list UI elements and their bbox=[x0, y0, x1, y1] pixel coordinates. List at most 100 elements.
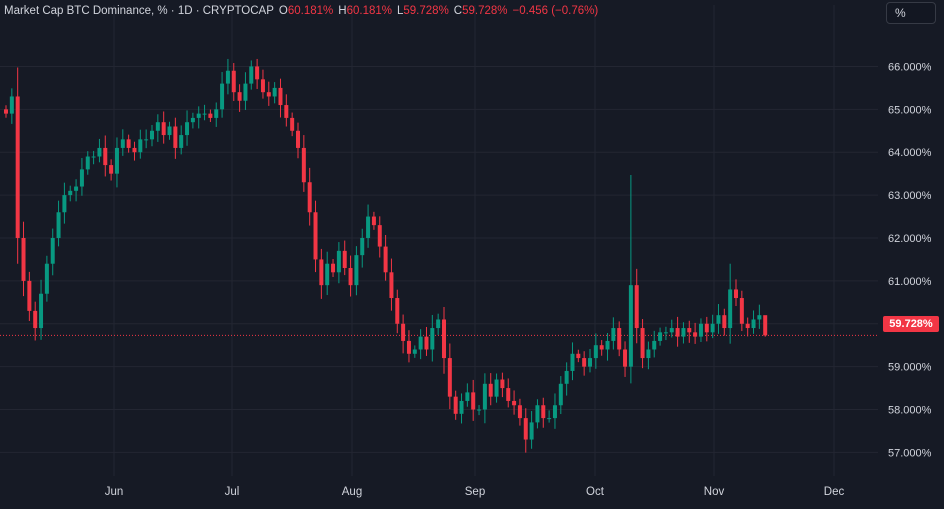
candle bbox=[710, 314, 715, 339]
candle bbox=[471, 379, 476, 421]
candle bbox=[693, 322, 698, 344]
candle-body bbox=[155, 122, 160, 131]
candle-body bbox=[97, 147, 102, 157]
candle bbox=[722, 308, 727, 336]
candle-body bbox=[185, 122, 190, 136]
candle-body bbox=[190, 117, 195, 123]
legend-title: Market Cap BTC Dominance, % · 1D · CRYPT… bbox=[4, 5, 274, 17]
candle-body bbox=[62, 195, 67, 213]
candle-body bbox=[675, 328, 680, 337]
candle bbox=[652, 330, 657, 358]
candle-body bbox=[331, 263, 336, 273]
candle bbox=[138, 129, 143, 159]
candle-body bbox=[541, 405, 546, 419]
candle-body bbox=[453, 396, 458, 414]
candle bbox=[56, 200, 61, 247]
candle-body bbox=[255, 66, 260, 80]
candle bbox=[354, 246, 359, 296]
y-tick-label: 64.000% bbox=[888, 147, 932, 159]
candle bbox=[155, 114, 160, 142]
candle bbox=[424, 326, 429, 356]
candle-body bbox=[477, 409, 482, 411]
candle bbox=[459, 393, 464, 424]
candle-body bbox=[377, 225, 382, 247]
candle-body bbox=[681, 328, 686, 337]
candle-body bbox=[406, 340, 411, 354]
candle-body bbox=[325, 263, 330, 286]
candle-body bbox=[389, 272, 394, 299]
candle-body bbox=[488, 383, 493, 397]
percent-scale-button[interactable]: % bbox=[886, 2, 936, 24]
candle bbox=[249, 60, 254, 90]
candle-body bbox=[710, 323, 715, 333]
x-axis: Jun Jul Aug Sep Oct Nov Dec bbox=[105, 486, 845, 498]
candle bbox=[103, 135, 108, 177]
candle-body bbox=[132, 147, 137, 153]
candle bbox=[687, 320, 692, 343]
candle-body bbox=[430, 328, 435, 350]
candle-body bbox=[763, 315, 768, 336]
candle-body bbox=[15, 96, 20, 238]
candle bbox=[167, 121, 172, 140]
candle bbox=[412, 345, 417, 358]
candle-body bbox=[266, 92, 271, 97]
candle bbox=[208, 109, 213, 122]
candle-body bbox=[301, 147, 306, 183]
y-tick-label: 66.000% bbox=[888, 61, 932, 73]
candle-body bbox=[728, 289, 733, 329]
candle bbox=[97, 138, 102, 163]
candle-body bbox=[424, 336, 429, 350]
legend-low-label: L bbox=[396, 5, 404, 17]
candle bbox=[179, 125, 184, 155]
candle-body bbox=[126, 139, 131, 148]
candle-body bbox=[570, 353, 575, 371]
candle-body bbox=[9, 96, 14, 114]
candle-body bbox=[371, 216, 376, 226]
candle bbox=[494, 373, 499, 403]
candle bbox=[272, 82, 277, 104]
candle-body bbox=[652, 340, 657, 350]
candle bbox=[547, 410, 552, 423]
candle bbox=[336, 242, 341, 284]
candle-body bbox=[202, 113, 207, 115]
candle bbox=[447, 343, 452, 410]
candle bbox=[366, 204, 371, 248]
candle bbox=[4, 105, 8, 118]
candle bbox=[371, 211, 376, 230]
candle bbox=[190, 112, 195, 129]
candle-body bbox=[628, 285, 633, 367]
candle-body bbox=[634, 285, 639, 329]
candle bbox=[91, 150, 96, 165]
candle-body bbox=[284, 105, 289, 118]
last-price-label: 59.728% bbox=[883, 316, 939, 332]
candle-body bbox=[44, 263, 49, 294]
candle-body bbox=[395, 298, 400, 324]
y-tick-label: 62.000% bbox=[888, 233, 932, 245]
candle bbox=[266, 81, 271, 106]
candle bbox=[15, 67, 20, 264]
candle bbox=[500, 372, 505, 398]
candle-body bbox=[68, 190, 73, 196]
candle bbox=[728, 263, 733, 344]
candle-body bbox=[272, 87, 277, 97]
candle-body bbox=[552, 405, 557, 419]
candle bbox=[401, 314, 406, 354]
candle-body bbox=[290, 117, 295, 131]
candle-body bbox=[599, 345, 604, 350]
candle bbox=[564, 362, 569, 396]
x-tick-label: Sep bbox=[465, 486, 485, 498]
symbol-legend: Market Cap BTC Dominance, % · 1D · CRYPT… bbox=[4, 3, 598, 19]
candle-body bbox=[401, 323, 406, 341]
candle-body bbox=[436, 319, 441, 329]
candle-body bbox=[85, 156, 90, 170]
candle bbox=[453, 390, 458, 420]
candle bbox=[260, 69, 265, 99]
candle-body bbox=[74, 186, 79, 191]
candle bbox=[237, 84, 242, 112]
candle-body bbox=[278, 87, 283, 106]
candle bbox=[558, 376, 563, 415]
legend-open-label: O bbox=[278, 5, 288, 17]
candle-body bbox=[179, 135, 184, 148]
